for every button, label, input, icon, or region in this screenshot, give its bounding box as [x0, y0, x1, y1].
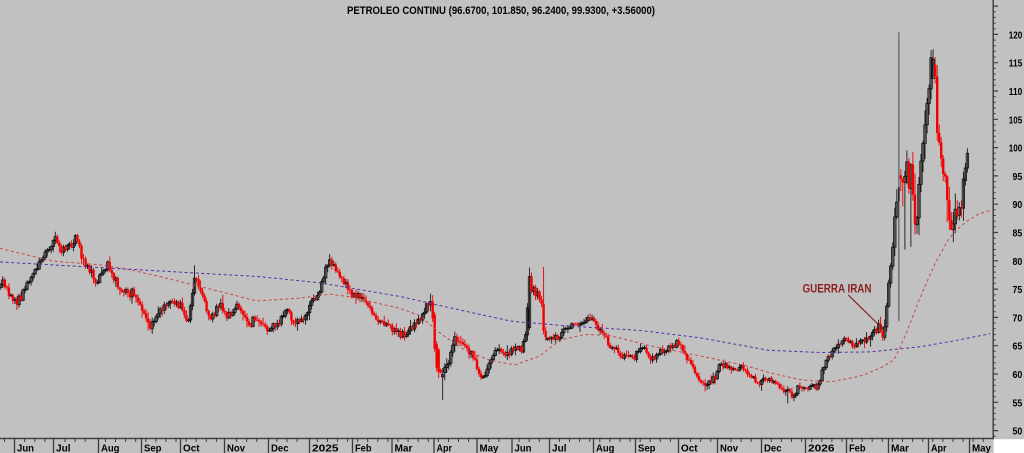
svg-text:PETROLEO CONTINU (96.6700, 101: PETROLEO CONTINU (96.6700, 101.850, 96.2…	[347, 5, 655, 17]
svg-text:Oct: Oct	[681, 442, 698, 453]
svg-text:2026: 2026	[808, 442, 835, 453]
svg-text:Apr: Apr	[437, 442, 453, 453]
svg-text:Mar: Mar	[891, 442, 909, 453]
svg-text:Nov: Nov	[227, 442, 245, 453]
svg-text:GUERRA IRAN: GUERRA IRAN	[803, 284, 872, 296]
svg-text:110: 110	[1009, 86, 1023, 98]
svg-text:Sep: Sep	[144, 442, 162, 453]
svg-text:105: 105	[1009, 114, 1023, 126]
svg-text:95: 95	[1013, 171, 1023, 183]
svg-text:100: 100	[1009, 143, 1023, 155]
svg-text:May: May	[480, 442, 499, 453]
svg-text:65: 65	[1013, 341, 1023, 353]
svg-text:Jul: Jul	[56, 442, 71, 453]
svg-text:Jul: Jul	[552, 442, 567, 453]
svg-text:Dec: Dec	[764, 442, 782, 453]
svg-text:Feb: Feb	[355, 442, 372, 453]
svg-text:85: 85	[1013, 228, 1023, 240]
svg-text:Feb: Feb	[849, 442, 866, 453]
svg-text:Aug: Aug	[101, 442, 120, 453]
svg-text:75: 75	[1013, 284, 1023, 296]
svg-text:2025: 2025	[312, 442, 339, 453]
svg-text:50: 50	[1013, 426, 1023, 438]
svg-text:Dec: Dec	[271, 442, 289, 453]
svg-text:Mar: Mar	[395, 442, 413, 453]
svg-text:60: 60	[1013, 369, 1023, 381]
svg-text:90: 90	[1013, 199, 1023, 211]
svg-text:Nov: Nov	[720, 442, 738, 453]
svg-text:Apr: Apr	[931, 442, 947, 453]
svg-text:Jun: Jun	[515, 442, 532, 453]
svg-text:120: 120	[1009, 29, 1023, 41]
svg-text:Jun: Jun	[17, 442, 34, 453]
svg-text:115: 115	[1009, 58, 1023, 70]
svg-text:Sep: Sep	[638, 442, 656, 453]
svg-text:May: May	[972, 442, 991, 453]
svg-text:70: 70	[1013, 312, 1023, 324]
svg-text:80: 80	[1013, 256, 1023, 268]
svg-text:Aug: Aug	[596, 442, 615, 453]
svg-text:55: 55	[1013, 397, 1023, 409]
svg-text:Oct: Oct	[183, 442, 200, 453]
